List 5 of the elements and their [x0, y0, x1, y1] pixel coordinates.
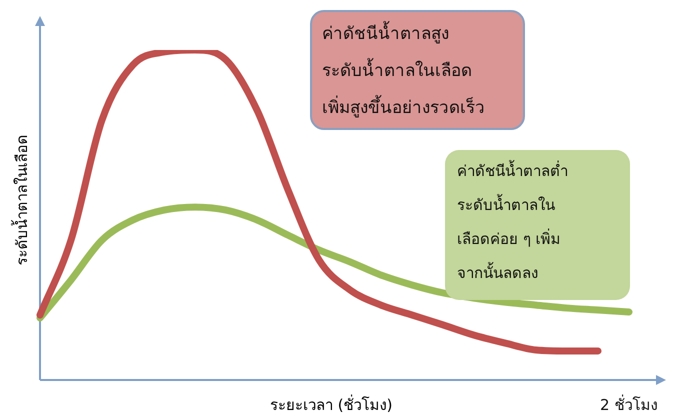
annotation: ค่าดัชนีน้ำตาลสูง ระดับน้ำตาลในเลือด เพิ่มสูงขึ้นอย่างรวดเร็ว	[321, 20, 485, 120]
text: 2 ชั่วโมง	[600, 394, 658, 416]
x-axis-title: ระยะเวลา (ชั่วโมง)	[270, 394, 392, 416]
annotation: ค่าดัชนีน้ำตาลต่ำ ระดับน้ำตาลใน เลือดค่อย ๆ เพิ่ม จากนั้นลดลง	[456, 159, 568, 284]
y-axis-title: ระดับน้ำตาลในเลือด	[10, 134, 32, 266]
